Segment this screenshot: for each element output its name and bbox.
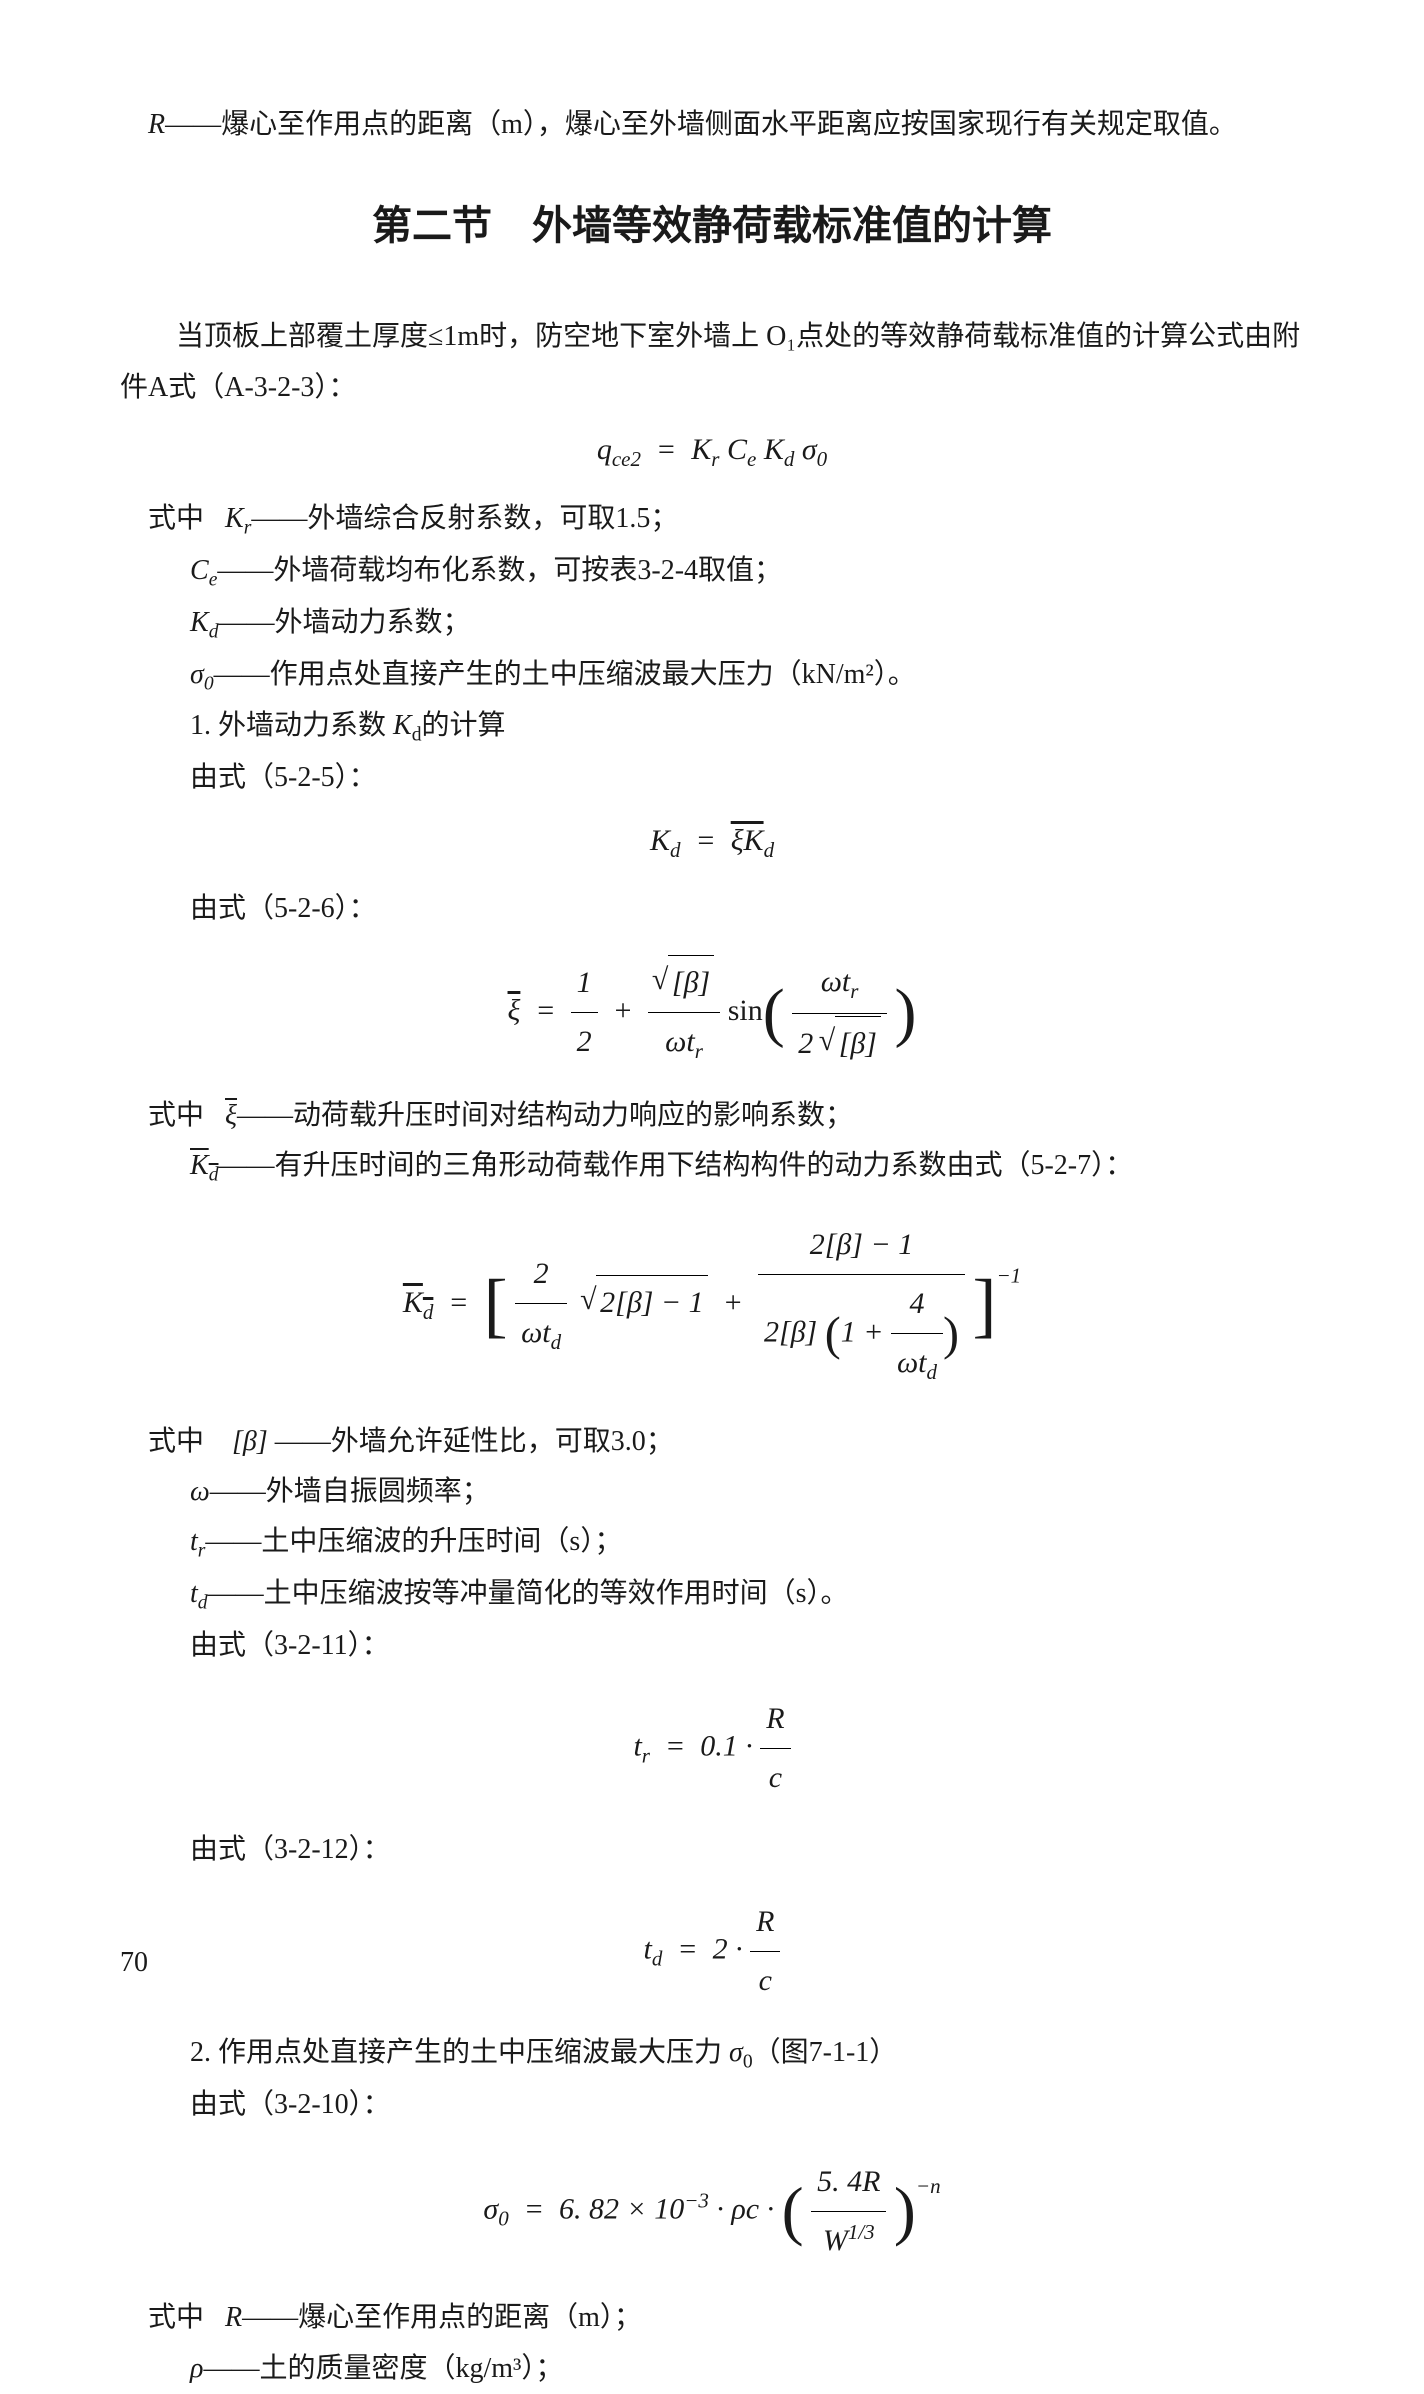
item2-title: 2. 作用点处直接产生的土中压缩波最大压力 σ0（图7-1-1） — [120, 2028, 1304, 2080]
def2-text-0: ——动荷载升压时间对结构动力响应的影响系数； — [237, 1100, 853, 1131]
def1-sym-3: σ0 — [190, 659, 214, 690]
top-def-text: ——爆心至作用点的距离（m），爆心至外墙侧面水平距离应按国家现行有关规定取值。 — [165, 109, 1237, 140]
def3-sym-1: ω — [190, 1476, 210, 1507]
where-block-2: 式中 ξ——动荷载升压时间对结构动力响应的影响系数； Kd——有升压时间的三角形… — [120, 1091, 1304, 1193]
def1-text-2: ——外墙动力系数； — [218, 607, 470, 638]
def1-sym-0: Kr — [225, 503, 251, 534]
def1-text-1: ——外墙荷载均布化系数，可按表3-2-4取值； — [217, 555, 782, 586]
def1-sym-1: Ce — [190, 555, 217, 586]
formula-kbard: Kd = [ 2ωtd 2[β] − 1 + 2[β] − 1 2[β] (1 … — [120, 1218, 1304, 1392]
formula-xibar: ξ = 12 + [β] ωtr sin( ωtr 2 [β] ) — [120, 955, 1304, 1071]
def3-sym-3: td — [190, 1578, 208, 1609]
def4-sym-1: ρ — [190, 2353, 203, 2384]
intro-paragraph: 当顶板上部覆土厚度≤1m时，防空地下室外墙上 O₁点处的等效静荷载标准值的计算公… — [120, 312, 1304, 413]
def3-text-0: ——外墙允许延性比，可取3.0； — [275, 1426, 674, 1457]
def3-text-3: ——土中压缩波按等冲量简化的等效作用时间（s）。 — [208, 1578, 849, 1609]
def4-text-0: ——爆心至作用点的距离（m）； — [242, 2302, 642, 2333]
def3-text-1: ——外墙自振圆频率； — [210, 1476, 490, 1507]
formula-kd: Kd = ξKd — [120, 814, 1304, 870]
def3-text-2: ——土中压缩波的升压时间（s）； — [205, 1526, 622, 1557]
def2-sym-0: ξ — [225, 1100, 237, 1131]
def2-sym-1: Kd — [190, 1150, 218, 1181]
where-label: 式中 — [148, 503, 204, 534]
formula-tr: tr = 0.1 · Rc — [120, 1692, 1304, 1805]
by-eq-525: 由式（5-2-5）： — [120, 753, 1304, 803]
formula-sigma0: σ0 = 6. 82 × 10−3 · ρc · ( 5. 4RW1/3 )−n — [120, 2155, 1304, 2268]
def1-sym-2: Kd — [190, 607, 218, 638]
def4-sym-0: R — [225, 2302, 242, 2333]
where-block-4: 式中 R——爆心至作用点的距离（m）； ρ——土的质量密度（kg/m³）； — [120, 2293, 1304, 2394]
item1-title: 1. 外墙动力系数 Kd的计算 — [120, 701, 1304, 753]
page-number: 70 — [120, 1938, 148, 1988]
def1-text-0: ——外墙综合反射系数，可取1.5； — [251, 503, 678, 534]
def3-sym-0: [β] — [232, 1426, 268, 1457]
formula-td: td = 2 · Rc — [120, 1895, 1304, 2008]
def1-text-3: ——作用点处直接产生的土中压缩波最大压力（kN/m²）。 — [214, 659, 916, 690]
by-eq-3211: 由式（3-2-11）： — [120, 1621, 1304, 1671]
top-definition: R——爆心至作用点的距离（m），爆心至外墙侧面水平距离应按国家现行有关规定取值。 — [120, 100, 1304, 150]
by-eq-3212: 由式（3-2-12）： — [120, 1825, 1304, 1875]
formula-qce2: qce2 = Kr Ce Kd σ0 — [120, 423, 1304, 479]
section-title: 第二节 外墙等效静荷载标准值的计算 — [120, 190, 1304, 262]
def4-text-1: ——土的质量密度（kg/m³）； — [203, 2353, 563, 2384]
by-eq-526: 由式（5-2-6）： — [120, 884, 1304, 934]
where-block-3: 式中 [β] ——外墙允许延性比，可取3.0； ω——外墙自振圆频率； tr——… — [120, 1417, 1304, 1622]
def2-text-1: ——有升压时间的三角形动荷载作用下结构构件的动力系数由式（5-2-7）： — [218, 1150, 1133, 1181]
where-block-1: 式中 Kr——外墙综合反射系数，可取1.5； Ce——外墙荷载均布化系数，可按表… — [120, 494, 1304, 701]
symbol-R: R — [148, 109, 165, 140]
by-eq-3210: 由式（3-2-10）： — [120, 2080, 1304, 2130]
def3-sym-2: tr — [190, 1526, 205, 1557]
